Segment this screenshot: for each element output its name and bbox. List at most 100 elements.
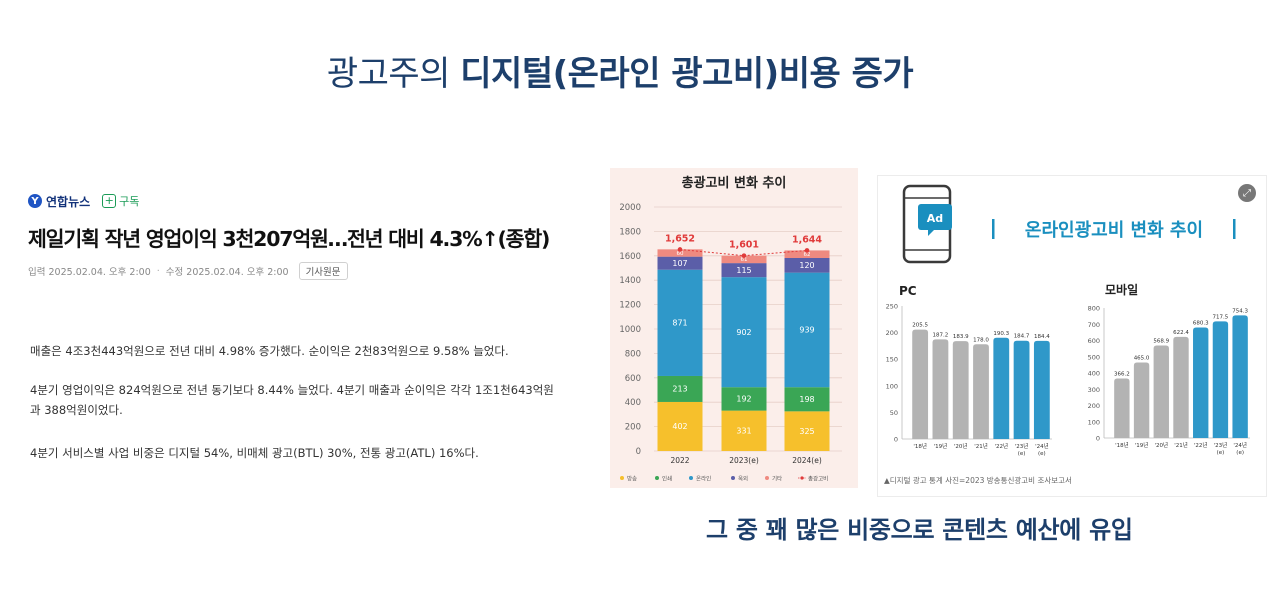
mobile-x-tick-label: (e) bbox=[1236, 450, 1244, 456]
expand-icon[interactable]: ⤢ bbox=[1238, 184, 1256, 202]
mobile-bar bbox=[1212, 321, 1229, 438]
bar-value-label: 60 bbox=[677, 251, 684, 257]
source-article-button[interactable]: 기사원문 bbox=[298, 262, 348, 280]
input-time: 입력 2025.02.04. 오후 2:00 bbox=[28, 267, 151, 278]
bar-value-label: 198 bbox=[799, 395, 814, 404]
pc-x-tick-label: '21년 bbox=[974, 442, 988, 450]
pc-y-tick-label: 150 bbox=[886, 356, 898, 364]
mobile-y-tick-label: 800 bbox=[1088, 305, 1100, 313]
mobile-bar-label: 622.4 bbox=[1173, 330, 1189, 336]
bar-value-label: 120 bbox=[799, 261, 814, 270]
pc-y-tick-label: 0 bbox=[894, 436, 898, 444]
subscribe-button[interactable]: + 구독 bbox=[102, 193, 139, 209]
y-tick-label: 0 bbox=[636, 447, 641, 457]
bar-value-label: 107 bbox=[672, 259, 687, 268]
total-point bbox=[804, 248, 810, 253]
pc-y-tick-label: 200 bbox=[886, 329, 898, 337]
legend-label: 방송 bbox=[627, 475, 637, 483]
slide-title-bold: 디지털(온라인 광고비)비용 증가 bbox=[460, 54, 914, 94]
yonhap-logo-icon: Y bbox=[28, 194, 42, 208]
pc-bar bbox=[993, 337, 1010, 439]
y-tick-label: 200 bbox=[625, 423, 641, 433]
pc-y-tick-label: 100 bbox=[886, 382, 898, 390]
chart-title: 총광고비 변화 추이 bbox=[682, 175, 787, 191]
mobile-x-tick-label: (e) bbox=[1217, 450, 1225, 456]
bar-value-label: 902 bbox=[736, 328, 751, 337]
news-meta: 입력 2025.02.04. 오후 2:00 · 수정 2025.02.04. … bbox=[28, 262, 598, 280]
subscribe-label: 구독 bbox=[119, 195, 140, 208]
mobile-y-tick-label: 0 bbox=[1096, 435, 1100, 443]
y-tick-label: 400 bbox=[625, 398, 641, 408]
pc-bar-label: 187.2 bbox=[933, 332, 949, 338]
pc-bar-label: 184.4 bbox=[1034, 334, 1050, 340]
bar-value-label: 331 bbox=[736, 426, 751, 435]
y-tick-label: 1200 bbox=[619, 301, 641, 311]
y-tick-label: 1400 bbox=[619, 276, 641, 286]
bar-segment bbox=[784, 411, 830, 451]
total-ad-chart-card: 총광고비 변화 추이 0 200 400 600 800 1000 1200 1400 1600 1… bbox=[610, 168, 858, 488]
mobile-x-tick-label: '24년 bbox=[1233, 441, 1247, 449]
bar-segment bbox=[657, 375, 703, 402]
pc-y-tick-label: 250 bbox=[886, 303, 898, 311]
news-brand[interactable]: 연합뉴스 bbox=[46, 194, 91, 209]
y-tick-label: 1000 bbox=[619, 325, 641, 335]
total-label: 1,652 bbox=[665, 233, 695, 244]
mobile-bar bbox=[1173, 336, 1189, 438]
news-brand-row: Y 연합뉴스 + 구독 bbox=[28, 190, 598, 212]
meta-separator: · bbox=[156, 265, 160, 277]
bar-value-label: 192 bbox=[736, 395, 751, 404]
bar-segment bbox=[721, 387, 767, 411]
mobile-y-tick-label: 400 bbox=[1088, 370, 1100, 378]
bar-value-label: 325 bbox=[799, 427, 814, 436]
bar-value-label: 62 bbox=[804, 252, 811, 258]
bar-segment bbox=[784, 387, 830, 412]
mobile-y-tick-label: 300 bbox=[1088, 386, 1100, 394]
pc-x-tick-label: (e) bbox=[1038, 451, 1046, 457]
title-bar-right bbox=[1233, 219, 1236, 239]
online-chart-title: 온라인광고비 변화 추이 bbox=[1025, 220, 1203, 241]
pc-bar bbox=[932, 339, 949, 439]
mobile-y-tick-label: 700 bbox=[1088, 321, 1100, 329]
pc-x-tick-label: '19년 bbox=[934, 442, 948, 450]
bar-value-label: 61 bbox=[741, 257, 748, 263]
pc-x-tick-label: '18년 bbox=[913, 442, 927, 450]
total-label: 1,644 bbox=[792, 234, 822, 245]
pc-y-tick-label: 50 bbox=[890, 409, 898, 417]
bar-segment bbox=[657, 256, 703, 270]
total-ad-stacked-chart: 총광고비 변화 추이 0 200 400 600 800 1000 1200 1400 1600 1… bbox=[619, 175, 842, 483]
bar-segment bbox=[657, 249, 703, 257]
pc-bar bbox=[973, 344, 989, 439]
mobile-bar-label: 717.5 bbox=[1213, 314, 1229, 320]
mobile-x-tick-label: '22년 bbox=[1194, 441, 1208, 449]
legend-label: 온라인 bbox=[696, 475, 711, 483]
legend-label: 기타 bbox=[772, 475, 782, 483]
mobile-bar-label: 465.0 bbox=[1134, 355, 1150, 361]
legend-label: 총광고비 bbox=[808, 475, 828, 483]
pc-x-tick-label: '24년 bbox=[1035, 442, 1049, 450]
pc-bar bbox=[1013, 340, 1030, 439]
bar-segment bbox=[721, 277, 767, 388]
legend-swatch bbox=[765, 476, 769, 480]
mobile-subtitle: 모바일 bbox=[1105, 282, 1138, 297]
bar-segment bbox=[721, 410, 767, 451]
title-bar-left bbox=[992, 219, 995, 239]
legend-label: 옥외 bbox=[738, 476, 748, 483]
pc-bar-label: 190.3 bbox=[993, 331, 1009, 337]
mobile-bar-label: 680.3 bbox=[1193, 320, 1209, 326]
ad-bubble-tail bbox=[928, 230, 934, 236]
news-headline: 제일기획 작년 영업이익 3천207억원…전년 대비 4.3%↑(종합) bbox=[28, 227, 550, 251]
mobile-bar bbox=[1114, 378, 1130, 438]
online-ad-chart-card: Ad 온라인광고비 변화 추이 PC 0 50 100 150 200 250 205.5 '18년… bbox=[877, 175, 1267, 497]
slide-title-normal: 광고주의 bbox=[326, 54, 461, 94]
legend-swatch bbox=[731, 476, 735, 480]
pc-bar-label: 205.5 bbox=[912, 323, 928, 329]
mobile-bar-label: 568.9 bbox=[1153, 339, 1169, 345]
bar-segment bbox=[784, 250, 830, 258]
y-tick-label: 2000 bbox=[619, 203, 641, 213]
legend-swatch bbox=[689, 476, 693, 480]
x-tick-label: 2024(e) bbox=[792, 456, 822, 465]
mobile-x-tick-label: '20년 bbox=[1154, 441, 1168, 449]
mobile-y-tick-label: 600 bbox=[1088, 337, 1100, 345]
ad-badge-text: Ad bbox=[927, 212, 943, 225]
x-tick-label: 2023(e) bbox=[729, 456, 759, 465]
